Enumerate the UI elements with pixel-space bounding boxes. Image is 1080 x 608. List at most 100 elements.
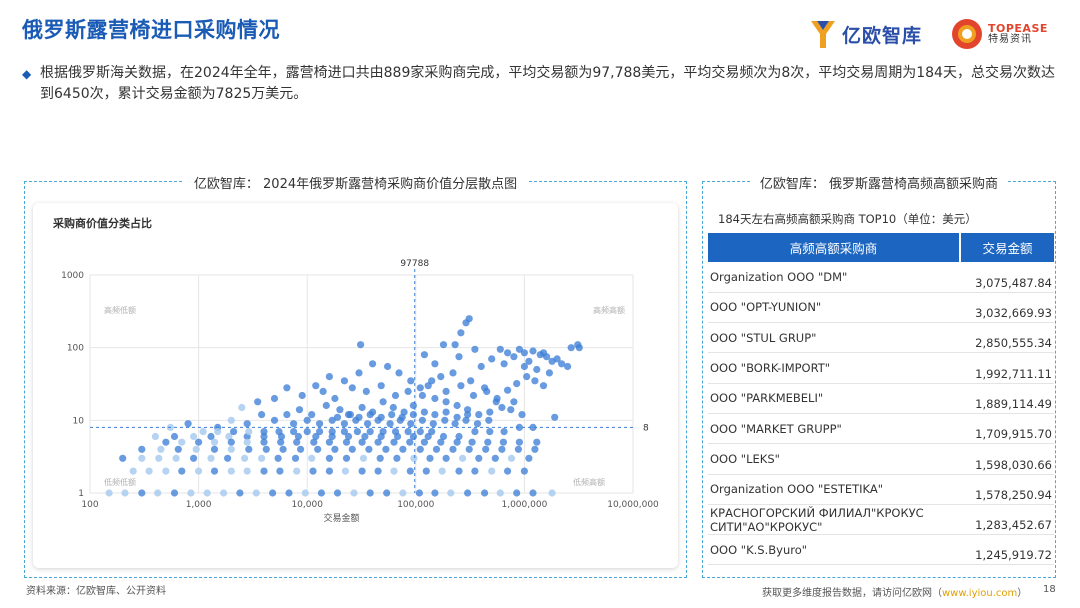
scatter-point [174, 445, 182, 453]
scatter-point [374, 467, 382, 475]
scatter-point [178, 467, 186, 475]
scatter-point [520, 349, 528, 357]
buyer-name: КРАСНОГОРСКИЙ ФИЛИАЛ"КРОКУС СИТИ"АО"КРОК… [708, 504, 960, 536]
scatter-point [467, 377, 475, 385]
iyiou-link[interactable]: www.iyiou.com [942, 588, 1018, 599]
buyers-panel: 亿欧智库： 俄罗斯露营椅高频高额采购商 [702, 177, 1056, 578]
table-row: OOO "BORK-IMPORT" 1,992,711.11 [708, 352, 1054, 384]
scatter-point [260, 438, 268, 446]
scatter-point [510, 353, 518, 361]
scatter-point [496, 345, 504, 353]
scatter-point [138, 445, 146, 453]
page-title: 俄罗斯露营椅进口采购情况 [22, 18, 280, 42]
scatter-point [407, 420, 415, 428]
scatter-point [362, 387, 370, 395]
scatter-point [453, 438, 461, 446]
scatter-point [567, 344, 575, 352]
scatter-point [529, 489, 537, 497]
table-row: КРАСНОГОРСКИЙ ФИЛИАЛ"КРОКУС СИТИ"АО"КРОК… [708, 504, 1054, 536]
scatter-point [539, 382, 548, 390]
scatter-point [496, 489, 504, 497]
scatter-point [523, 373, 531, 381]
scatter-point [482, 445, 490, 453]
y-tick-label: 1 [78, 489, 84, 499]
y-tick-label: 10 [73, 416, 85, 426]
scatter-point [225, 432, 233, 441]
scatter-point [308, 411, 316, 419]
scatter-point [464, 489, 472, 497]
buyer-name: Organization OOO "ESTETIKA" [708, 474, 960, 505]
x-tick-label: 10,000,000 [607, 500, 659, 510]
scatter-point [391, 428, 400, 436]
buyer-amount: 1,245,919.72 [960, 534, 1054, 566]
scatter-point [399, 445, 407, 453]
scatter-point [277, 438, 285, 446]
scatter-point [407, 377, 415, 385]
scatter-point [499, 438, 507, 446]
scatter-panel-title: 亿欧智库： 2024年俄罗斯露营椅采购商价值分层散点图 [183, 177, 528, 192]
scatter-point [357, 341, 365, 349]
scatter-point [260, 428, 268, 436]
scatter-point [453, 401, 461, 410]
scatter-point [457, 329, 465, 337]
scatter-point [426, 454, 434, 462]
scatter-point [558, 360, 566, 368]
scatter-point [420, 408, 428, 416]
buyer-amount: 1,578,250.94 [960, 474, 1054, 505]
scatter-point [383, 489, 391, 497]
scatter-point [322, 401, 330, 410]
scatter-point [457, 382, 465, 390]
scatter-point [418, 391, 426, 400]
scatter-point [254, 398, 262, 406]
scatter-point [504, 349, 512, 357]
scatter-point [406, 467, 414, 475]
buyer-name: OOO "MARKET GRUPP" [708, 413, 960, 445]
scatter-point [471, 467, 479, 475]
scatter-point [465, 445, 473, 453]
buyer-name: OOO "STUL GRUP" [708, 322, 960, 354]
scatter-point [157, 445, 165, 453]
scatter-point [365, 445, 373, 453]
scatter-point [486, 408, 494, 416]
scatter-point [399, 489, 407, 497]
scatter-point [545, 369, 554, 377]
scatter-point [485, 416, 493, 424]
yiou-logo-text: 亿欧智库 [842, 24, 923, 47]
x-tick-label: 1,000,000 [501, 500, 547, 510]
buyer-amount: 1,598,030.66 [960, 443, 1054, 475]
scatter-point [162, 467, 170, 475]
scatter-point [333, 489, 342, 497]
y-reference-label: 8 [643, 423, 649, 433]
scatter-point [475, 411, 483, 419]
topease-logo: TOPEASE 特易资讯 [950, 16, 1048, 52]
scatter-point [507, 406, 515, 414]
scatter-point [481, 489, 489, 497]
scatter-point [361, 432, 369, 441]
scatter-point [488, 355, 496, 363]
scatter-point [210, 445, 219, 453]
table-row: OOO "OPT-YUNION" 3,032,669.93 [708, 292, 1054, 324]
scatter-point [333, 413, 342, 421]
scatter-point [391, 391, 400, 400]
scatter-point [241, 454, 249, 462]
quadrant-label-bottom-left: 低频低额 [104, 477, 136, 487]
scatter-point [379, 398, 387, 406]
scatter-point [488, 467, 496, 475]
scatter-point [203, 489, 211, 497]
scatter-point [477, 362, 485, 371]
scatter-point [366, 411, 374, 419]
scatter-point [504, 386, 512, 394]
scatter-point [312, 432, 320, 441]
scatter-point [308, 454, 316, 462]
scatter-point [227, 416, 235, 424]
scatter-point [481, 384, 489, 392]
scatter-point [210, 467, 219, 475]
scatter-point [105, 489, 113, 497]
table-row: Organization OOO "ESTETIKA" 1,578,250.94 [708, 474, 1054, 505]
scatter-point [303, 428, 311, 436]
scatter-point [469, 391, 478, 400]
scatter-point [504, 467, 512, 475]
scatter-point [455, 353, 463, 361]
scatter-point [438, 467, 446, 475]
buyer-amount: 2,850,555.34 [960, 322, 1054, 354]
